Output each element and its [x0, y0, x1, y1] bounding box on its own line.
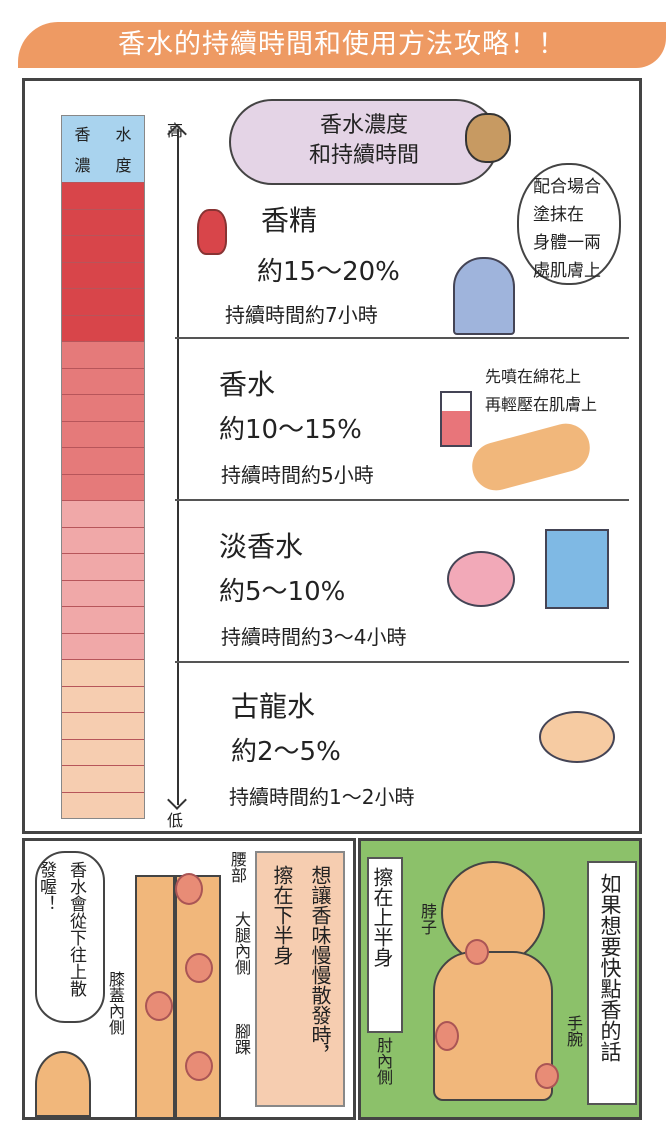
bar-cell — [62, 791, 144, 818]
bar-header-char: 水 — [115, 125, 132, 144]
bar-cell — [62, 420, 144, 447]
lower-title: 想讓香味慢慢散發時， — [308, 865, 332, 1065]
title-banner: 香水的持續時間和使用方法攻略！！ — [18, 22, 666, 68]
bar-cell — [62, 394, 144, 421]
wrist-label: 手腕 — [564, 1015, 583, 1047]
leg-icon — [175, 875, 221, 1119]
bar-header-char: 香 — [74, 125, 91, 144]
type-percentage: 約2～5% — [231, 737, 341, 767]
type-name: 香水 — [219, 368, 276, 401]
bar-cell — [62, 447, 144, 474]
concentration-panel: 香 水 濃 度 高 低 香水濃度 和持續時間 香精 約15～20% 持續時間約7… — [22, 78, 642, 834]
person-head-icon — [441, 861, 545, 965]
bar-cell — [62, 500, 144, 527]
knee-spot — [145, 991, 173, 1021]
bar-cell — [62, 579, 144, 606]
tip-line: 塗抹在 — [533, 205, 584, 225]
thigh-spot — [185, 953, 213, 983]
neck-label: 脖子 — [418, 903, 437, 935]
axis-low-label: 低 — [167, 811, 184, 830]
upper-title: 如果想要快點香的話 — [587, 861, 637, 1105]
upper-body-panel: 擦在上半身 脖子 肘內側 手腕 如果想要快點香的話 — [358, 838, 642, 1120]
thigh-label: 大腿內側 — [232, 911, 251, 975]
type-percentage: 約5～10% — [219, 577, 346, 607]
type-percentage: 約15～20% — [257, 257, 400, 287]
tip-line: 配合場合 — [533, 177, 601, 197]
axis-arrow — [177, 129, 179, 805]
type-duration: 持續時間約1～2小時 — [229, 785, 415, 809]
divider — [175, 499, 629, 501]
cologne-bottle-icon — [539, 711, 615, 763]
tip-line: 先噴在綿花上 — [485, 367, 582, 386]
elbow-spot — [435, 1021, 459, 1051]
bar-cell — [62, 738, 144, 765]
small-bottle-icon — [440, 391, 472, 447]
waist-label: 腰部 — [228, 851, 247, 883]
round-bottle-icon — [447, 551, 515, 607]
tip-bubble: 配合場合 塗抹在 身體一兩 處肌膚上 — [517, 163, 621, 285]
bar-cell — [62, 659, 144, 686]
bar-cell — [62, 314, 144, 341]
bar-cell — [62, 341, 144, 368]
tip-line: 身體一兩 — [533, 233, 601, 253]
tip-line: 再輕壓在肌膚上 — [485, 395, 598, 414]
type-name: 香精 — [261, 204, 318, 237]
girl-icon — [35, 1051, 91, 1117]
bar-cell — [62, 685, 144, 712]
neck-spot — [465, 939, 489, 965]
type-duration: 持續時間約5小時 — [221, 463, 374, 487]
type-duration: 持續時間約3～4小時 — [221, 625, 407, 649]
cloud-line: 和持續時間 — [308, 143, 419, 168]
hand-icon — [466, 418, 596, 496]
bar-cells — [62, 182, 144, 818]
tip-line: 處肌膚上 — [533, 261, 601, 281]
bar-cell — [62, 526, 144, 553]
tip-text: 先噴在綿花上 再輕壓在肌膚上 — [485, 363, 597, 419]
type-duration: 持續時間約7小時 — [225, 303, 378, 327]
lower-caption-box: 想讓香味慢慢散發時， 擦在下半身 — [255, 851, 345, 1107]
bar-cell — [62, 606, 144, 633]
cloud-line: 香水濃度 — [319, 113, 408, 138]
divider — [175, 661, 629, 663]
dog-icon — [465, 113, 511, 163]
type-name: 古龍水 — [231, 690, 316, 723]
bar-cell — [62, 261, 144, 288]
bar-header: 香 水 濃 度 — [62, 116, 144, 182]
divider — [175, 337, 629, 339]
elbow-label: 肘內側 — [374, 1037, 393, 1085]
ankle-spot — [185, 1051, 213, 1081]
ankle-label: 腳踝 — [232, 1023, 251, 1055]
cloud-heading: 香水濃度 和持續時間 — [229, 99, 499, 185]
knee-label: 膝蓋內側 — [106, 971, 125, 1035]
bar-cell — [62, 553, 144, 580]
bar-cell — [62, 208, 144, 235]
bar-cell — [62, 765, 144, 792]
upper-subtitle: 擦在上半身 — [367, 857, 403, 1033]
bar-cell — [62, 712, 144, 739]
bar-cell — [62, 473, 144, 500]
spray-bottle-icon — [453, 257, 515, 335]
wrist-spot — [535, 1063, 559, 1089]
tip-bubble: 香水會從下往上散發喔！ — [35, 851, 105, 1023]
lower-subtitle: 擦在下半身 — [270, 865, 294, 965]
lower-body-panel: 香水會從下往上散發喔！ 腰部 大腿內側 膝蓋內側 腳踝 想讓香味慢慢散發時， 擦… — [22, 838, 356, 1120]
type-name: 淡香水 — [219, 530, 304, 563]
type-percentage: 約10～15% — [219, 415, 362, 445]
waist-spot — [175, 873, 203, 905]
parfum-bottle-icon — [197, 209, 227, 255]
bar-cell — [62, 288, 144, 315]
square-bottle-icon — [545, 529, 609, 609]
bar-cell — [62, 182, 144, 209]
bar-header-char: 濃 — [74, 156, 91, 175]
bar-cell — [62, 632, 144, 659]
bar-cell — [62, 235, 144, 262]
bar-cell — [62, 367, 144, 394]
concentration-bar: 香 水 濃 度 — [61, 115, 145, 819]
bar-header-char: 度 — [115, 156, 132, 175]
